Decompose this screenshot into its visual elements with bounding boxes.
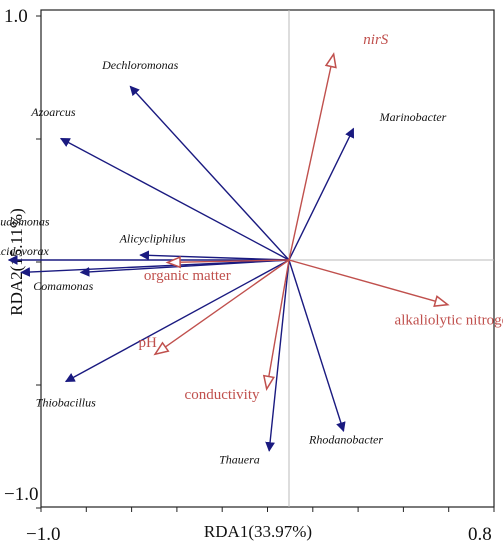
env-label: pH: [138, 335, 157, 351]
env-label: nirS: [363, 32, 389, 48]
env-arrow: [165, 256, 290, 269]
species-label: Thauera: [219, 452, 260, 466]
env-arrow: [288, 52, 337, 261]
x-axis-title: RDA1(33.97%): [204, 522, 312, 541]
env-label: organic matter: [144, 268, 231, 284]
species-arrow: [129, 85, 290, 261]
env-arrow: [153, 259, 290, 356]
species-arrow: [288, 259, 346, 433]
species-label: Marinobacter: [379, 110, 447, 124]
env-label: conductivity: [185, 387, 260, 403]
species-label: Rhodanobacter: [308, 433, 383, 447]
x-tick-right: 0.8: [468, 524, 492, 545]
species-vectors: Dechloromonas Azoarcus Pseudomonas Alicycli…: [0, 58, 447, 466]
species-label: Azoarcus: [30, 105, 76, 119]
species-label: Thiobacillus: [36, 395, 96, 409]
species-arrow: [59, 137, 290, 261]
species-label: Comamonas: [33, 279, 93, 293]
y-tick-top: 1.0: [4, 6, 28, 27]
plot-frame: [40, 9, 495, 508]
environment-vectors: nirS organic matter alkaliolytic nitrogen p…: [138, 32, 503, 403]
env-arrow: [262, 259, 290, 391]
species-arrow: [265, 259, 290, 452]
env-label: alkaliolytic nitrogen: [395, 312, 503, 328]
axis-ticks: [36, 15, 495, 512]
env-arrow: [288, 259, 450, 307]
species-label: Alicycliphilus: [119, 232, 186, 246]
species-label: Pseudomonas: [0, 214, 50, 228]
species-arrow: [288, 127, 355, 261]
species-arrow: [139, 250, 290, 261]
species-arrow: [64, 259, 290, 383]
species-arrow: [79, 259, 290, 277]
species-label: Dechloromonas: [101, 58, 179, 72]
species-label: Acidovorax: [0, 244, 49, 258]
y-tick-bottom: −1.0: [4, 484, 38, 505]
x-tick-left: −1.0: [26, 524, 60, 545]
